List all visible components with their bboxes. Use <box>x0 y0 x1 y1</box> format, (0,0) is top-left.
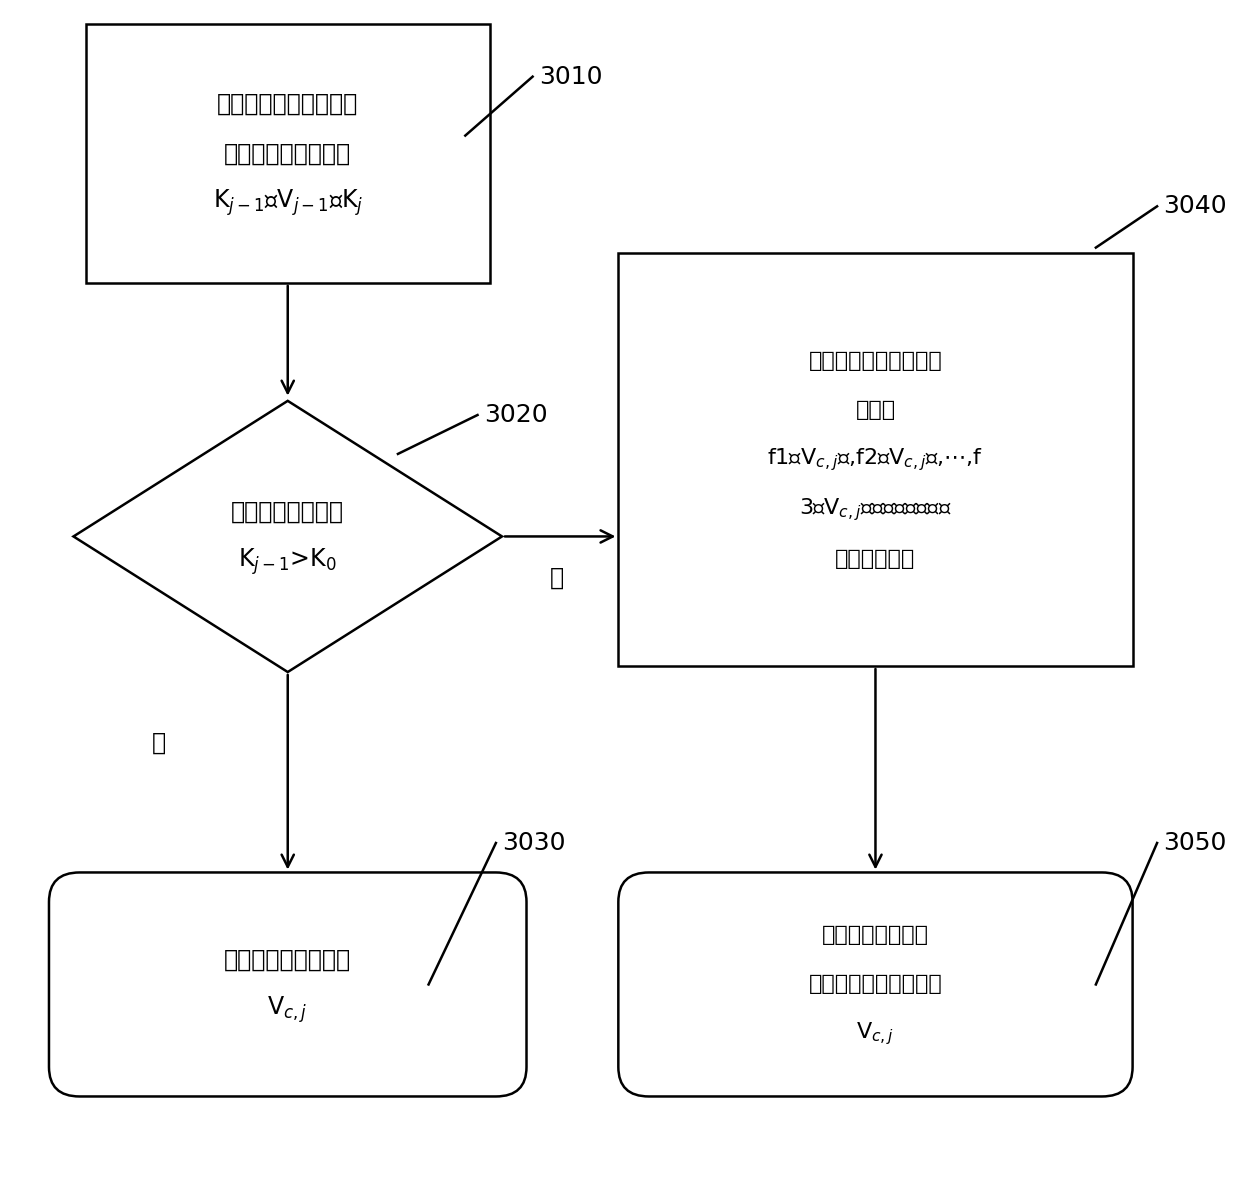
Text: 3010: 3010 <box>538 65 603 88</box>
FancyBboxPatch shape <box>619 872 1132 1096</box>
FancyBboxPatch shape <box>619 253 1132 666</box>
Text: 根据交通波公式求解: 根据交通波公式求解 <box>224 948 351 971</box>
FancyBboxPatch shape <box>48 872 527 1096</box>
Text: V$_{c, j}$: V$_{c, j}$ <box>857 1021 894 1047</box>
Text: K$_{j-1}$、V$_{j-1}$、K$_j$: K$_{j-1}$、V$_{j-1}$、K$_j$ <box>212 187 363 218</box>
Text: 函数的最优解: 函数的最优解 <box>836 549 915 568</box>
Text: 3020: 3020 <box>484 403 547 427</box>
Text: 3（V$_{c,j}$），求解每个目标: 3（V$_{c,j}$），求解每个目标 <box>799 496 952 522</box>
FancyBboxPatch shape <box>86 24 490 283</box>
Text: 多目标最优化问题的解: 多目标最优化问题的解 <box>808 975 942 994</box>
Text: 获得相邻下游路段和本: 获得相邻下游路段和本 <box>217 92 358 116</box>
Text: 是: 是 <box>153 731 166 755</box>
Text: f1（V$_{c,j}$）,f2（V$_{c,j}$）,⋯,f: f1（V$_{c,j}$）,f2（V$_{c,j}$）,⋯,f <box>768 447 983 473</box>
Text: 3050: 3050 <box>1163 831 1226 855</box>
Text: V$_{c, j}$: V$_{c, j}$ <box>268 994 308 1025</box>
Text: 否: 否 <box>551 566 564 590</box>
Text: 相邻下游路段拥堵: 相邻下游路段拥堵 <box>231 500 345 523</box>
Text: 根据预定策略求解: 根据预定策略求解 <box>822 926 929 944</box>
Text: 3040: 3040 <box>1163 195 1226 218</box>
Polygon shape <box>73 401 502 672</box>
Text: 根据预先制定的多个目: 根据预先制定的多个目 <box>808 351 942 370</box>
Text: 3030: 3030 <box>502 831 565 855</box>
Text: K$_{j-1}$>K$_0$: K$_{j-1}$>K$_0$ <box>238 546 337 577</box>
Text: 标函数: 标函数 <box>856 401 895 420</box>
Text: 路段的交通流信息：: 路段的交通流信息： <box>224 141 351 165</box>
